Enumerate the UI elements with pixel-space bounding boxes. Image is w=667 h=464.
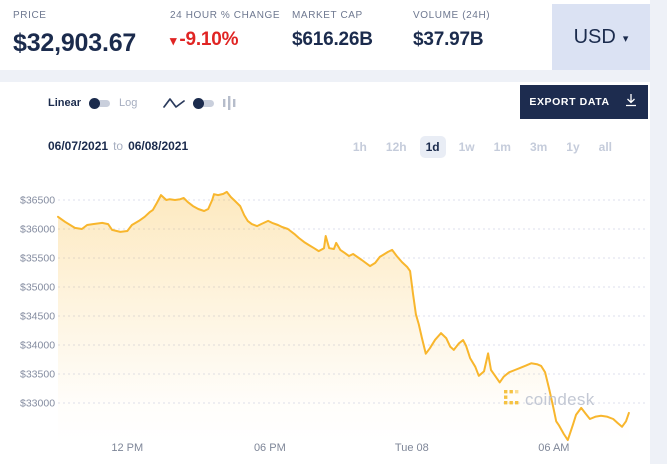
price-line [57,190,630,442]
y-axis-label: $35500 [20,253,55,265]
download-icon [623,92,639,113]
metric-label: VOLUME (24H) [413,10,491,21]
price-area [58,191,629,444]
range-chip-1y[interactable]: 1y [566,140,580,154]
date-to[interactable]: 06/08/2021 [128,139,189,153]
caret-down-icon: ▾ [622,32,629,45]
currency-selector[interactable]: USD ▾ [552,4,650,70]
metric-value: $37.97B [413,29,484,50]
metric-volume-24h-: VOLUME (24H) $37.97B [413,0,490,58]
range-chip-1m[interactable]: 1m [493,140,511,154]
linear-scale-label[interactable]: Linear [48,97,82,109]
y-axis-label: $36000 [20,224,55,236]
y-axis-label: $33000 [20,398,55,410]
metric-value: ▾ -9.10% [170,29,239,50]
scale-toggle[interactable] [89,97,111,109]
metric-label: MARKET CAP [292,10,363,21]
stats-header: PRICE $32,903.67 24 HOUR % CHANGE ▾ -9.10% MA… [0,0,650,70]
metric-value: $616.26B [292,29,373,50]
metrics-row: PRICE $32,903.67 24 HOUR % CHANGE ▾ -9.10% MA… [13,0,490,58]
y-axis-label: $33500 [20,369,55,381]
range-chip-1w[interactable]: 1w [458,140,475,154]
x-axis-label: 06 PM [254,442,286,454]
export-data-button[interactable]: EXPORT DATA [520,85,648,119]
chart-type-toggle[interactable] [193,97,215,109]
metric-label: PRICE [13,10,47,21]
chart-card: Linear Log EXPORT DATA 06/07/2021 to 06/08… [0,82,650,464]
y-axis-label: $36500 [20,195,55,207]
y-axis-label: $34500 [20,311,55,323]
x-axis-label: 12 PM [111,442,143,454]
export-data-label: EXPORT DATA [529,96,610,108]
y-axis-label: $34000 [20,340,55,352]
price-chart[interactable]: $36500 $36000 $35500 $35000 $34500 $34000 $335… [0,182,650,464]
metric-market-cap: MARKET CAP $616.26B [292,0,413,58]
y-axis-label: $35000 [20,282,55,294]
metric-label: 24 HOUR % CHANGE [170,10,281,21]
down-triangle-icon: ▾ [170,32,177,48]
toggle-knob [193,97,205,109]
line-chart-icon[interactable] [163,96,186,110]
chart-controls: Linear Log [48,95,237,111]
metric-value: $32,903.67 [13,29,137,57]
range-chip-1d[interactable]: 1d [419,136,446,158]
x-axis-label: 06 AM [538,442,569,454]
range-chip-3m[interactable]: 3m [529,140,548,154]
date-range: 06/07/2021 to 06/08/2021 [48,139,188,153]
bar-chart-icon[interactable] [223,95,237,111]
time-range-selector: 1h 12h 1d 1w 1m 3m 1y all [340,136,618,158]
x-axis-label: Tue 08 [395,442,429,454]
range-chip-1h[interactable]: 1h [352,140,367,154]
log-scale-label[interactable]: Log [119,97,138,109]
currency-value: USD [573,25,616,48]
metric-24-hour-change: 24 HOUR % CHANGE ▾ -9.10% [170,0,292,58]
date-from[interactable]: 06/07/2021 [48,139,109,153]
range-chip-12h[interactable]: 12h [385,140,407,154]
date-separator: to [113,139,124,153]
range-chip-all[interactable]: all [598,140,612,154]
metric-price: PRICE $32,903.67 [13,0,170,58]
toggle-knob [89,97,101,109]
